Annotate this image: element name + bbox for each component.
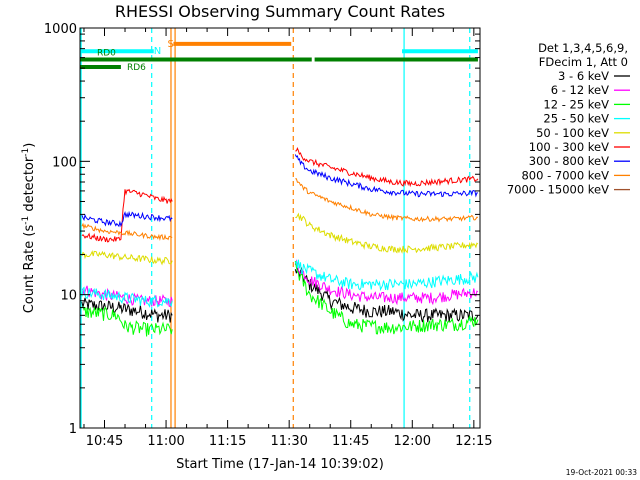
series-line [295,178,478,223]
y-axis-label-mid: detector [22,156,37,216]
flag-label-rd6: RD6 [127,63,146,73]
x-tick-label: 11:30 [270,434,307,449]
y-tick-label: 10 [60,289,77,304]
series-line [81,250,173,266]
series-line [294,266,479,323]
legend-label: 50 - 100 keV [536,126,609,140]
y-tick-label: 1 [69,422,77,437]
x-tick-label: 11:15 [209,434,246,449]
series-group [81,146,479,337]
legend-label: 6 - 12 keV [551,83,609,97]
legend-label: 100 - 300 keV [529,140,609,154]
series-line [81,306,173,337]
x-tick-label: 10:45 [86,434,123,449]
series-line [81,222,173,241]
y-axis-label-sup2: -1 [21,148,31,157]
series-line [81,210,173,228]
flag-label-rd0: RD0 [97,49,116,59]
axes: 10:45 11:00 11:15 11:30 11:45 12:00 12:15 1 10 10… [44,22,493,449]
time-marker-lines [80,28,471,428]
y-axis-label-sup1: -1 [21,216,31,225]
series-line [81,286,173,308]
series-line [81,188,173,243]
x-axis-label: Start Time (17-Jan-14 10:39:02) [176,457,384,472]
timestamp: 19-Oct-2021 00:33 [566,468,637,477]
x-tick-label: 11:00 [147,434,184,449]
y-axis-label-main: Count Rate (s [22,225,37,314]
series-line [295,146,479,188]
legend-header-2: FDecim 1, Att 0 [539,55,628,69]
flag-bars: RD0 RD6 SN [80,39,478,73]
legend: Det 1,3,4,5,6,9, FDecim 1, Att 0 3 - 6 k… [507,41,630,197]
legend-label: 7000 - 15000 keV [507,183,609,197]
y-axis-label: Count Rate (s-1 detector-1) [21,143,37,314]
series-line [81,297,173,323]
legend-header-1: Det 1,3,4,5,6,9, [538,41,628,55]
y-tick-label: 1000 [44,22,77,37]
x-tick-label: 11:45 [332,434,369,449]
legend-label: 25 - 50 keV [543,112,609,126]
y-tick-label: 100 [52,155,77,170]
flag-label-n: N [154,46,161,57]
y-axis-label-end: ) [22,143,37,148]
series-line [295,212,479,254]
flag-label-s: S [167,39,173,50]
plot-frame [79,27,481,429]
legend-label: 12 - 25 keV [543,97,609,111]
x-tick-label: 12:15 [455,434,492,449]
series-line [294,154,478,198]
series-line [294,259,479,306]
x-tick-label: 12:00 [394,434,431,449]
legend-label: 800 - 7000 keV [521,168,609,182]
series-line [294,261,479,335]
plot-area: RD0 RD6 SN [80,28,479,428]
series-line [294,259,479,292]
legend-label: 3 - 6 keV [558,69,609,83]
chart-title: RHESSI Observing Summary Count Rates [115,2,445,21]
legend-label: 300 - 800 keV [529,154,609,168]
